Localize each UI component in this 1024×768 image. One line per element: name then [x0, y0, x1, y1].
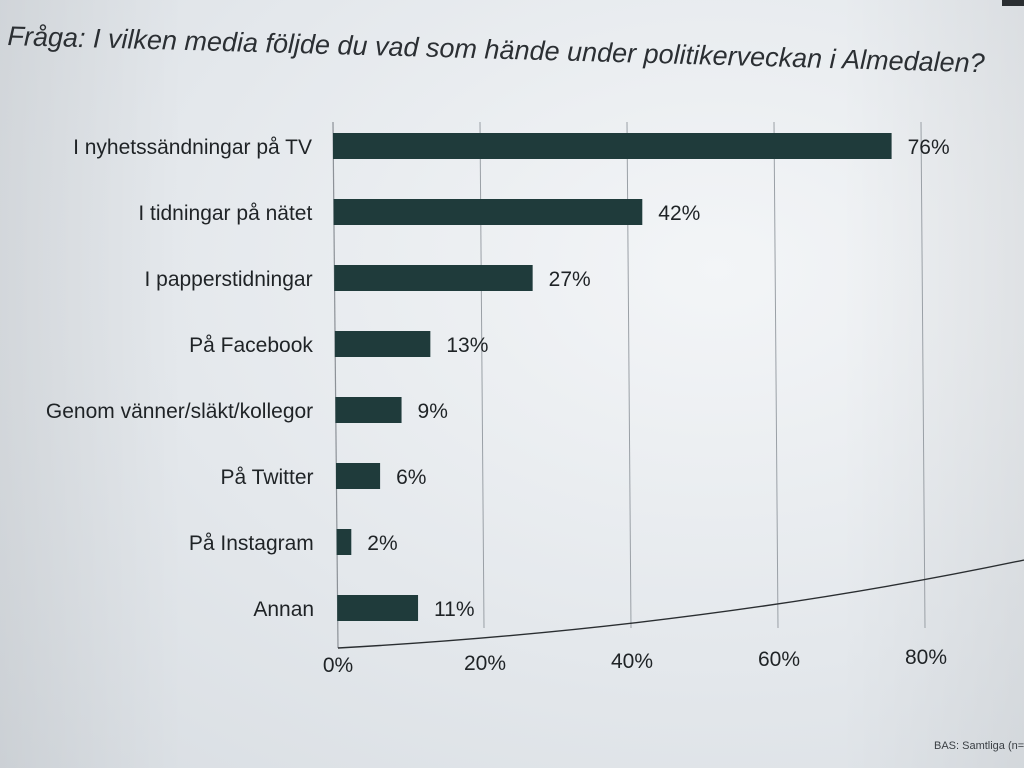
- bar-6: [336, 463, 381, 489]
- category-label-2: I tidningar på nätet: [138, 202, 312, 225]
- category-label-5: Genom vänner/släkt/kollegor: [46, 400, 313, 423]
- footnote: BAS: Samtliga (n=: [934, 740, 1024, 752]
- gridline-80: [920, 121, 926, 629]
- x-tick-label-60: 60%: [758, 648, 800, 671]
- value-label-7: 2%: [367, 532, 397, 555]
- category-label-3: I papperstidningar: [144, 268, 312, 291]
- value-label-8: 11%: [434, 598, 474, 621]
- category-labels: I nyhetssändningar på TV I tidningar på n…: [46, 136, 314, 621]
- bar-3: [334, 265, 533, 291]
- bars: [333, 133, 892, 621]
- bar-5: [335, 397, 402, 423]
- category-label-8: Annan: [253, 598, 314, 621]
- category-label-6: På Twitter: [221, 466, 314, 489]
- x-axis-ticks: 0%20%40%60%80%100%: [323, 646, 947, 677]
- value-label-3: 27%: [549, 268, 591, 291]
- bar-4: [334, 331, 431, 357]
- value-labels: 76% 42% 27% 13% 9% 6% 2% 11%: [367, 136, 949, 621]
- x-axis-line: [337, 559, 1024, 649]
- value-label-2: 42%: [658, 202, 700, 225]
- bar-8: [337, 595, 419, 621]
- corner-mark: [1002, 0, 1024, 6]
- bar-1: [333, 133, 892, 159]
- x-tick-label-0: 0%: [323, 654, 353, 677]
- category-label-4: På Facebook: [189, 334, 313, 357]
- bar-2: [333, 199, 643, 225]
- value-label-5: 9%: [418, 400, 448, 423]
- x-tick-label-80: 80%: [905, 646, 947, 669]
- x-tick-label-40: 40%: [611, 650, 653, 673]
- x-tick-label-20: 20%: [464, 652, 506, 675]
- bar-7: [336, 529, 352, 555]
- gridline-60: [773, 121, 779, 629]
- gridline-20: [479, 121, 485, 629]
- value-label-4: 13%: [446, 334, 488, 357]
- category-label-1: I nyhetssändningar på TV: [73, 136, 312, 159]
- value-label-6: 6%: [396, 466, 426, 489]
- value-label-1: 76%: [908, 136, 950, 159]
- category-label-7: På Instagram: [189, 532, 314, 555]
- gridline-40: [626, 121, 632, 629]
